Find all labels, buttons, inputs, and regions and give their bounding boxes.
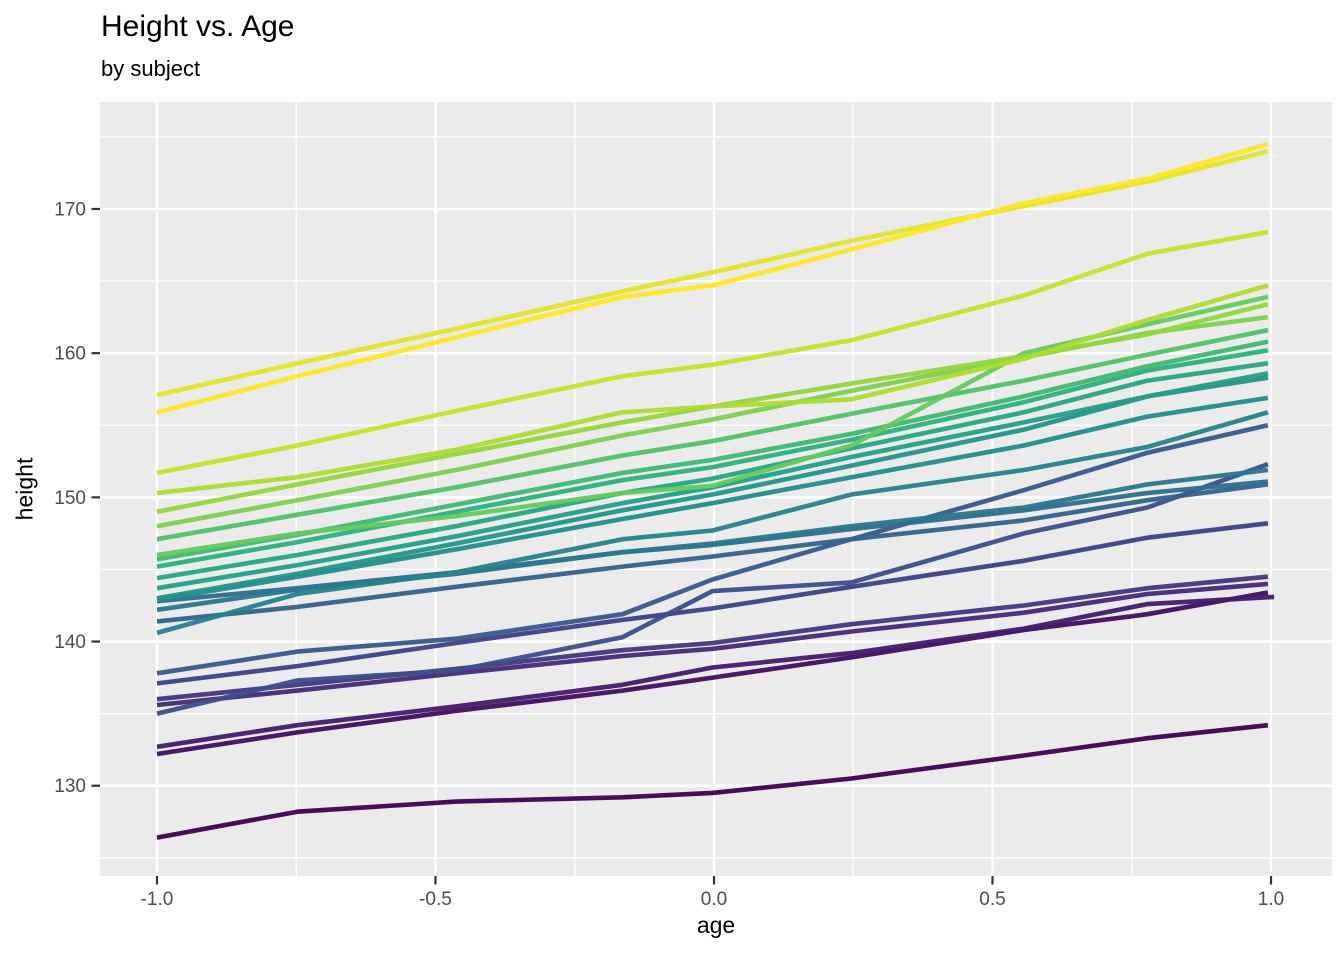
chart-title: Height vs. Age: [101, 10, 295, 43]
y-tick-label: 170: [54, 199, 86, 220]
series-line-24: [156, 229, 1269, 476]
x-tick-label: -1.0: [141, 889, 174, 910]
y-tick-label: 150: [54, 488, 86, 509]
series-line-06: [156, 521, 1269, 686]
x-tick-label: 0.5: [979, 889, 1005, 910]
series-line-18: [156, 339, 1269, 562]
series-line-26: [156, 141, 1269, 415]
series-line-13: [156, 395, 1269, 602]
series-line-02: [156, 590, 1269, 757]
series-line-03: [156, 594, 1275, 750]
series-line-17: [156, 348, 1269, 569]
series-line-04: [156, 581, 1269, 708]
series-line-11: [156, 467, 1269, 613]
y-tick-label: 140: [54, 632, 86, 653]
series-line-16: [156, 361, 1269, 581]
y-tick-label: 160: [54, 344, 86, 365]
y-tick-label: 130: [54, 776, 86, 797]
series-line-12: [156, 410, 1269, 636]
x-axis-title: age: [696, 912, 736, 938]
series-line-19: [156, 327, 1269, 542]
series-line-08: [156, 423, 1269, 676]
y-axis-title: height: [11, 457, 38, 521]
series-line-07: [156, 462, 1269, 716]
series-line-05: [156, 574, 1269, 702]
series-line-14: [156, 375, 1269, 601]
x-tick-label: -0.5: [419, 889, 452, 910]
series-line-25: [156, 149, 1269, 398]
series-line-01: [156, 722, 1269, 840]
x-tick-label: 0.0: [701, 889, 727, 910]
series-line-23: [156, 283, 1269, 496]
x-tick-label: 1.0: [1258, 889, 1284, 910]
series-line-09: [156, 482, 1269, 624]
chart-subtitle: by subject: [101, 56, 201, 81]
